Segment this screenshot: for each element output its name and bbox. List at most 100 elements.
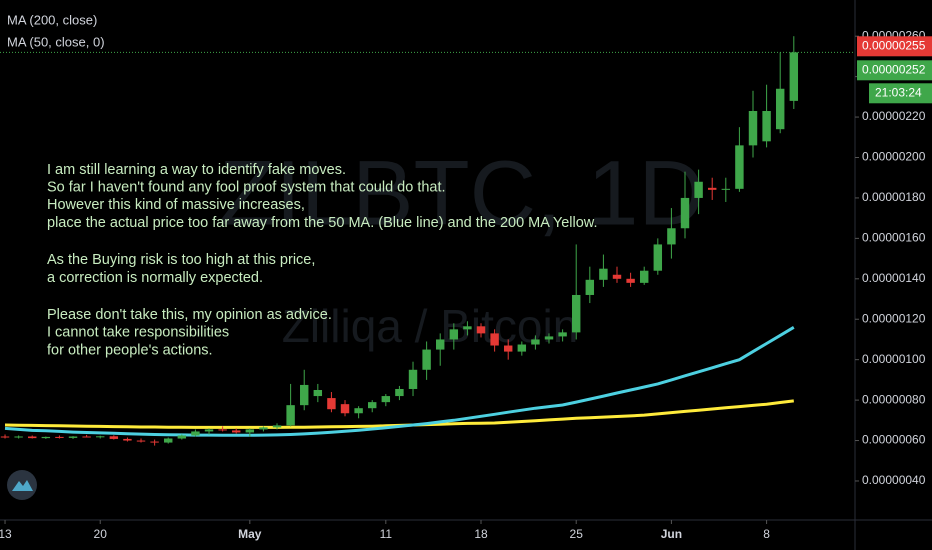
candle-body: [368, 402, 377, 409]
candle-body: [422, 349, 431, 370]
candle-body: [653, 244, 663, 271]
x-tick-label: 13: [0, 527, 12, 541]
y-tick-label: 0.00000140: [862, 271, 926, 285]
candle-body: [463, 326, 472, 330]
countdown-box: [869, 83, 932, 104]
candle-body: [680, 197, 690, 229]
watermark-name: Zilliqa / Bitcoin: [282, 300, 579, 352]
candle-body: [571, 294, 581, 333]
y-tick-label: 0.00000100: [862, 352, 926, 366]
candle-body: [354, 408, 363, 414]
candle-body: [395, 388, 404, 397]
candle-body: [14, 436, 23, 438]
candle-body: [490, 333, 499, 346]
candle-body: [707, 187, 717, 190]
price-mark-label: 0.00000255: [862, 38, 926, 52]
candle-body: [517, 344, 527, 352]
x-tick-label: 25: [570, 527, 584, 541]
candle-body: [218, 429, 227, 431]
candle-body: [109, 436, 119, 439]
candle-body: [381, 396, 391, 403]
plot: [0, 35, 859, 524]
x-tick-label: 8: [763, 527, 770, 541]
candle-body: [0, 436, 10, 438]
candle-body: [639, 270, 649, 283]
annotation-line: I am still learning a way to identify fa…: [47, 162, 346, 178]
y-tick-label: 0.00000180: [862, 190, 926, 204]
candle-body: [96, 436, 105, 438]
y-tick-label: 0.00000220: [862, 109, 926, 123]
x-tick-label: Jun: [661, 527, 682, 541]
x-tick-label: May: [238, 527, 262, 541]
candle-body: [476, 326, 486, 334]
overlay: 0.00000040 0.00000060 0.00000080 0.00000100…: [0, 12, 932, 541]
candle-body: [735, 145, 744, 189]
candle-body: [55, 436, 64, 438]
x-tick-label: 11: [380, 527, 393, 541]
candle-body: [748, 110, 758, 146]
candle-body: [313, 390, 323, 397]
y-tick-label: 0.00000080: [862, 392, 926, 406]
logo: [7, 470, 37, 500]
y-tick-label: 0.00000160: [862, 231, 926, 245]
candle-body: [28, 436, 37, 439]
candle-body: [408, 369, 418, 389]
candle-body: [177, 435, 187, 439]
candle-body: [191, 431, 200, 436]
candle-body: [612, 274, 622, 279]
candle-body: [435, 339, 445, 350]
candle-body: [585, 279, 595, 295]
price-mark-box: [857, 36, 932, 57]
annotation-line: However this kind of massive increases,: [47, 197, 305, 213]
candle-body: [721, 188, 731, 190]
candle-body: [327, 398, 336, 410]
candle-body: [544, 336, 554, 340]
annotation-line: As the Buying risk is too high at this p…: [47, 252, 315, 268]
candle-body: [68, 436, 78, 438]
candle-body: [667, 228, 676, 245]
candle-body: [340, 404, 350, 414]
annotation-line: So far I haven't found any fool proof sy…: [47, 180, 446, 196]
annotation-line: place the actual price too far away from…: [47, 215, 598, 231]
price-mark-box: [857, 60, 932, 81]
countdown-label: 21:03:24: [875, 85, 922, 99]
annotation-line: a correction is normally expected.: [47, 270, 263, 286]
candle-body: [123, 438, 132, 441]
candle-body: [789, 52, 799, 101]
candle-body: [449, 329, 459, 340]
legend-entry: MA (50, close, 0): [7, 34, 105, 49]
candle-body: [762, 110, 771, 142]
candle-body: [232, 430, 241, 433]
candle-body: [136, 440, 146, 442]
candle-body: [503, 345, 513, 352]
y-tick-label: 0.00000120: [862, 311, 926, 325]
candle-body: [775, 88, 785, 130]
candle-body: [245, 429, 255, 433]
candle-body: [626, 278, 635, 283]
candle-body: [558, 332, 567, 337]
price-mark-label: 0.00000252: [862, 62, 926, 76]
candle-body: [286, 405, 295, 426]
candle-body: [82, 436, 91, 438]
annotation-line: Please don't take this, my opinion as ad…: [47, 307, 332, 323]
candle-body: [599, 268, 608, 280]
x-tick-label: 20: [94, 527, 108, 541]
candle-body: [204, 429, 214, 432]
candle-body: [272, 425, 282, 428]
y-tick-label: 0.00000200: [862, 150, 926, 164]
candle-body: [259, 427, 268, 430]
moving-average-line: [4, 326, 795, 437]
candle-body: [41, 436, 51, 439]
candle-body: [531, 339, 540, 345]
legend-entry: MA (200, close): [7, 12, 97, 27]
candle-body: [150, 441, 159, 443]
annotation-line: for other people's actions.: [47, 342, 213, 358]
candle-body: [694, 181, 703, 198]
x-tick-label: 18: [474, 527, 488, 541]
y-tick-label: 0.00000060: [862, 433, 926, 447]
candle-body: [164, 438, 173, 443]
candle-body: [300, 384, 309, 406]
watermark-symbol: ZILBTC, 1D: [219, 142, 705, 244]
